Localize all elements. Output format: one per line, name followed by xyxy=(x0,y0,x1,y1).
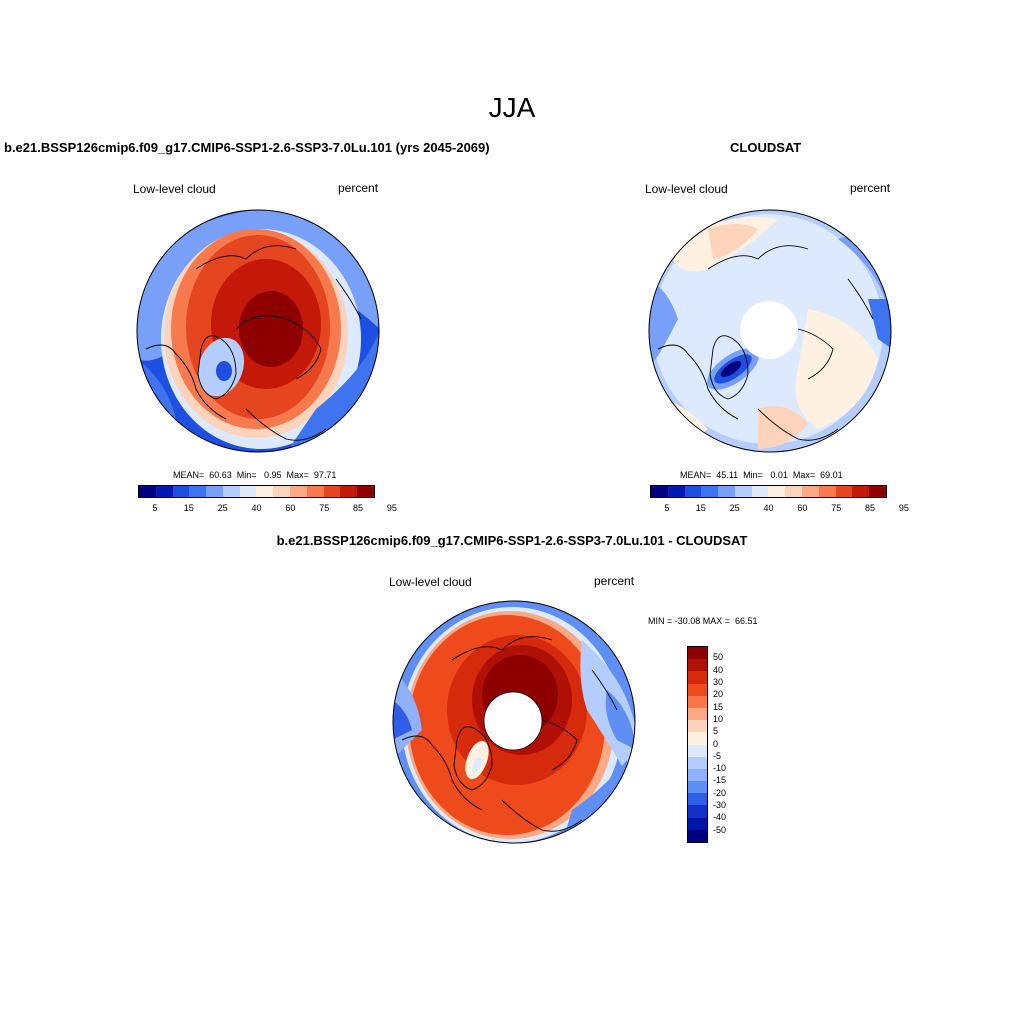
colorbar-tick-label: -15 xyxy=(713,775,727,786)
colorbar-segment xyxy=(306,486,324,497)
colorbar-tick-label: 0 xyxy=(713,738,719,749)
colorbar-tick-label: 95 xyxy=(386,503,397,513)
colorbar-segment xyxy=(688,647,707,660)
colorbar-segment xyxy=(688,671,707,684)
colorbar-tick-label: -30 xyxy=(713,800,727,811)
colorbar-segment xyxy=(688,707,707,721)
colorbar-segment xyxy=(688,793,707,806)
colorbar-tick-label: -5 xyxy=(713,750,722,761)
colorbar-segment xyxy=(172,486,190,497)
colorbar-tick-label: 50 xyxy=(713,652,724,663)
colorbar-segment xyxy=(688,659,707,672)
colorbar-segment xyxy=(688,744,707,757)
colorbar-tick-label: 60 xyxy=(285,503,296,513)
colorbar-segment xyxy=(139,486,156,497)
colorbar-tick-label: 40 xyxy=(251,503,262,513)
colorbar-segment xyxy=(688,805,707,818)
colorbar-tick-label: -40 xyxy=(713,812,727,823)
colorbar-segment xyxy=(751,486,769,497)
colorbar-tick-label: -20 xyxy=(713,787,727,798)
colorbar-tick-label: 40 xyxy=(763,503,774,513)
colorbar-tick-label: 10 xyxy=(713,713,724,724)
colorbar-segment xyxy=(688,683,707,696)
panel-2-stats: MEAN= 45.11 Min= 0.01 Max= 69.01 xyxy=(680,470,843,480)
colorbar-segment xyxy=(688,781,707,794)
colorbar-segment xyxy=(206,486,223,497)
colorbar-tick-label: 40 xyxy=(713,664,724,675)
colorbar-segment xyxy=(852,486,870,497)
colorbar-tick-label: -10 xyxy=(713,763,727,774)
panel-3-stats: MIN = -30.08 MAX = 66.51 xyxy=(648,616,758,626)
panel-1-stats: MEAN= 60.63 Min= 0.95 Max= 97.71 xyxy=(173,470,337,480)
panel-1-right-label: percent xyxy=(338,181,379,195)
panel-2-left-label: Low-level cloud xyxy=(645,182,728,196)
colorbar-segment xyxy=(340,486,358,497)
panel-3-map xyxy=(392,600,636,844)
colorbar-segment xyxy=(688,756,707,769)
colorbar-segment xyxy=(785,486,803,497)
figure-title: JJA xyxy=(488,92,536,123)
colorbar-tick-label: 85 xyxy=(865,503,876,513)
colorbar-tick-label: 75 xyxy=(831,503,842,513)
colorbar-segment xyxy=(835,486,853,497)
colorbar-tick-label: 30 xyxy=(713,676,724,687)
colorbar-segment xyxy=(323,486,341,497)
panel-1-map xyxy=(136,209,380,453)
colorbar-segment xyxy=(155,486,173,497)
colorbar-tick-label: 25 xyxy=(217,503,228,513)
colorbar-segment xyxy=(718,486,735,497)
colorbar-segment xyxy=(684,486,702,497)
panel-1-left-label: Low-level cloud xyxy=(133,182,216,196)
panel-1-colorbar xyxy=(138,485,375,498)
colorbar-segment xyxy=(688,732,707,745)
colorbar-segment xyxy=(869,486,886,497)
colorbar-segment xyxy=(688,829,707,842)
panel-2-colorbar xyxy=(650,485,887,498)
panel-3-title: b.e21.BSSP126cmip6.f09_g17.CMIP6-SSP1-2.… xyxy=(276,533,748,548)
colorbar-tick-label: 5 xyxy=(664,503,670,513)
panel-3-right-label: percent xyxy=(594,574,635,588)
colorbar-tick-label: 60 xyxy=(797,503,808,513)
colorbar-segment xyxy=(688,817,707,830)
colorbar-tick-label: -50 xyxy=(713,824,727,835)
colorbar-segment xyxy=(651,486,668,497)
colorbar-segment xyxy=(222,486,240,497)
colorbar-tick-label: 15 xyxy=(695,503,706,513)
colorbar-segment xyxy=(189,486,207,497)
colorbar-segment xyxy=(688,768,707,782)
panel-2-title: CLOUDSAT xyxy=(730,140,802,155)
panel-2-right-label: percent xyxy=(850,181,891,195)
panel-1-title: b.e21.BSSP126cmip6.f09_g17.CMIP6-SSP1-2.… xyxy=(4,140,490,155)
colorbar-segment xyxy=(273,486,291,497)
colorbar-segment xyxy=(256,486,274,497)
colorbar-segment xyxy=(734,486,752,497)
colorbar-tick-label: 5 xyxy=(713,726,719,737)
colorbar-segment xyxy=(768,486,786,497)
colorbar-segment xyxy=(667,486,685,497)
colorbar-segment xyxy=(688,695,707,708)
panel-3-colorbar xyxy=(687,646,708,843)
colorbar-segment xyxy=(818,486,836,497)
colorbar-tick-label: 95 xyxy=(898,503,909,513)
colorbar-tick-label: 15 xyxy=(183,503,194,513)
colorbar-segment xyxy=(802,486,819,497)
colorbar-segment xyxy=(239,486,257,497)
panel-2-map xyxy=(648,209,892,453)
colorbar-segment xyxy=(688,720,707,733)
colorbar-segment xyxy=(290,486,307,497)
colorbar-segment xyxy=(357,486,374,497)
colorbar-tick-label: 25 xyxy=(729,503,740,513)
colorbar-tick-label: 15 xyxy=(713,701,724,712)
colorbar-tick-label: 75 xyxy=(319,503,330,513)
colorbar-tick-label: 5 xyxy=(152,503,158,513)
colorbar-tick-label: 20 xyxy=(713,689,724,700)
panel-3-left-label: Low-level cloud xyxy=(389,575,472,589)
colorbar-segment xyxy=(701,486,719,497)
colorbar-tick-label: 85 xyxy=(353,503,364,513)
